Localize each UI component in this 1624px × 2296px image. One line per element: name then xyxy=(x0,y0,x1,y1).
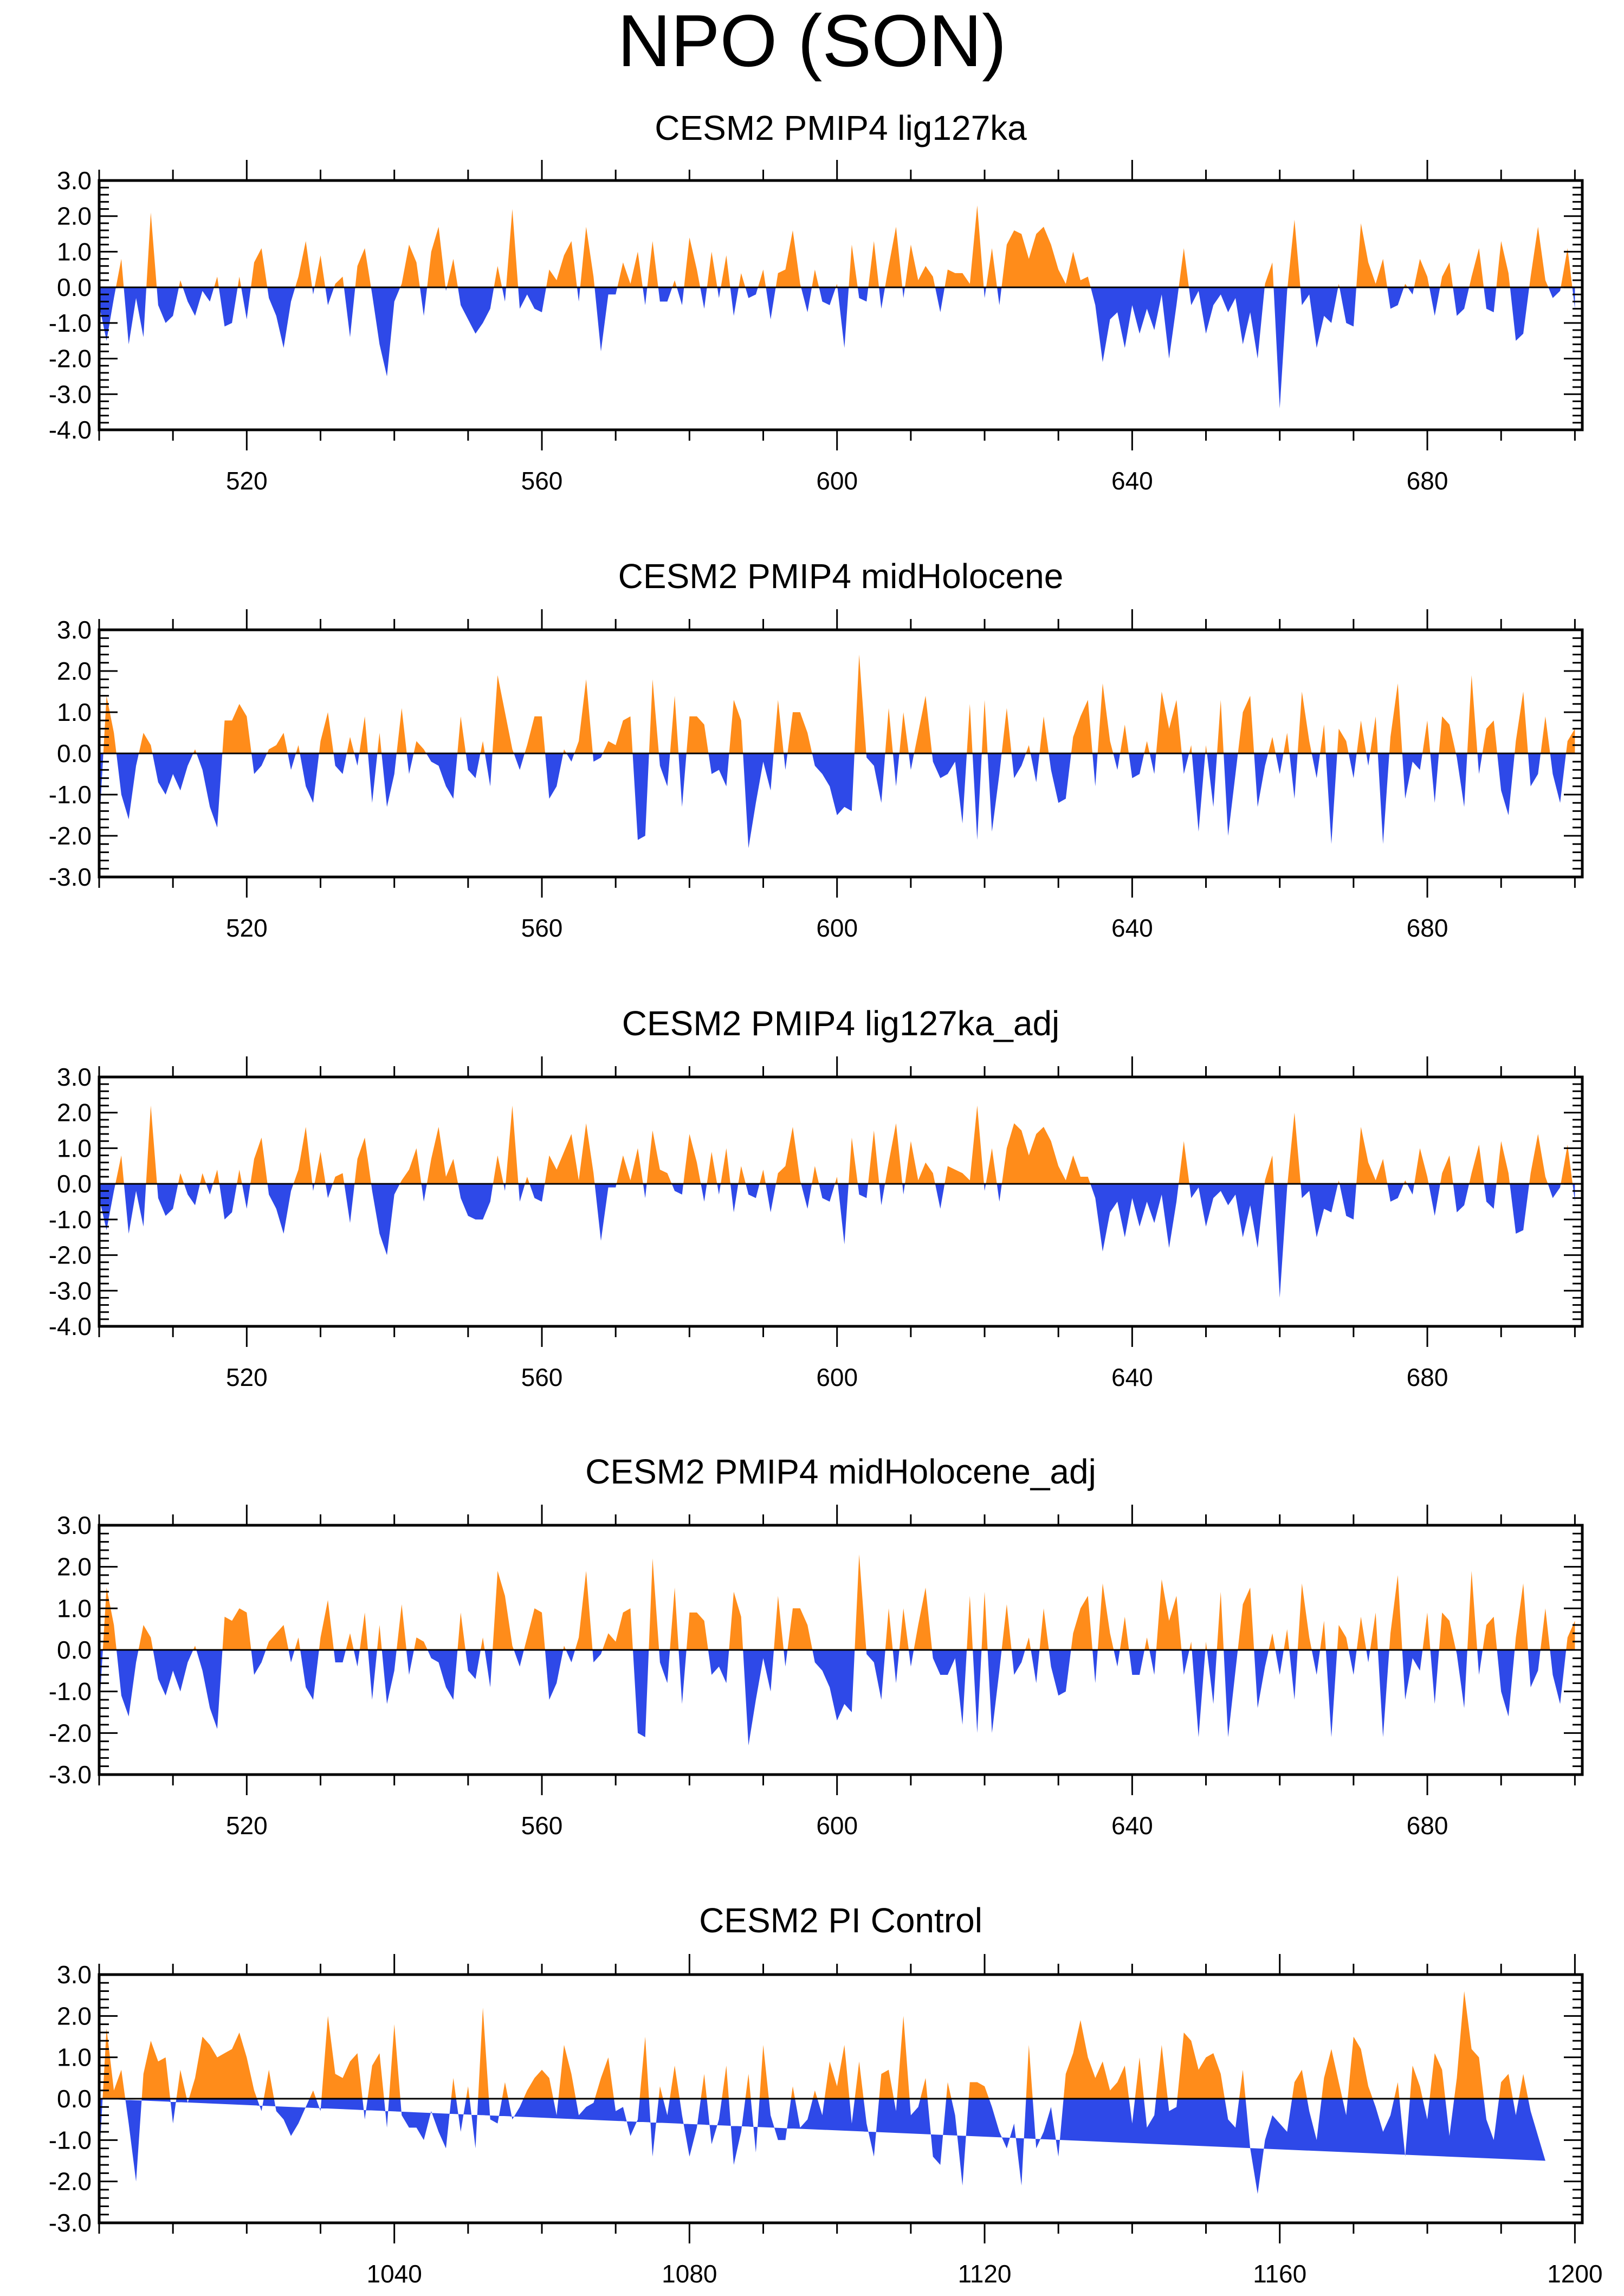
y-tick-label: 0.0 xyxy=(57,2085,92,2113)
chart-title: CESM2 PI Control xyxy=(699,1901,982,1940)
y-tick-label: 0.0 xyxy=(57,1636,92,1664)
y-tick-label: 3.0 xyxy=(57,616,92,644)
x-tick-label: 1120 xyxy=(958,2260,1012,2288)
chart-panel-5: CESM2 PI Control 3.0 2.0 1.0 0.0 -1.0 -2.0 -3.0… xyxy=(49,1901,1603,2288)
y-tick-label: 3.0 xyxy=(57,1511,92,1539)
x-tick-label: 600 xyxy=(816,1811,858,1840)
plot-frame xyxy=(98,1075,1584,1328)
x-tick-label: 520 xyxy=(226,1363,268,1391)
x-tick-label: 520 xyxy=(226,1811,268,1840)
chart-title: CESM2 PMIP4 lig127ka xyxy=(655,108,1027,147)
chart-panel-3: CESM2 PMIP4 lig127ka_adj 3.0 2.0 1.0 0.0 -1.0… xyxy=(49,1004,1584,1391)
x-tick-label: 680 xyxy=(1407,914,1448,942)
chart-title: CESM2 PMIP4 midHolocene_adj xyxy=(585,1452,1096,1491)
x-tick-label: 560 xyxy=(521,1363,563,1391)
y-tick-label: -4.0 xyxy=(49,1312,92,1340)
y-tick-label: -3.0 xyxy=(49,380,92,408)
y-tick-label: 2.0 xyxy=(57,2002,92,2030)
positive-area xyxy=(99,1991,1545,2099)
y-tick-label: -1.0 xyxy=(49,781,92,809)
x-tick-label: 520 xyxy=(226,467,268,495)
x-tick-label: 1200 xyxy=(1547,2260,1602,2288)
y-tick-label: -3.0 xyxy=(49,863,92,891)
negative-area xyxy=(99,753,1575,848)
y-tick-label: -4.0 xyxy=(49,416,92,444)
y-tick-label: 1.0 xyxy=(57,1134,92,1162)
x-tick-label: 680 xyxy=(1407,1363,1448,1391)
y-tick-label: -3.0 xyxy=(49,1276,92,1305)
plot-frame xyxy=(98,179,1584,431)
y-tick-label: 0.0 xyxy=(57,1170,92,1198)
positive-area xyxy=(99,205,1575,288)
y-tick-label: -2.0 xyxy=(49,822,92,850)
y-tick-label: -2.0 xyxy=(49,2168,92,2196)
x-tick-label: 560 xyxy=(521,467,563,495)
y-tick-label: -3.0 xyxy=(49,2209,92,2237)
y-tick-label: 1.0 xyxy=(57,698,92,726)
y-tick-label: 3.0 xyxy=(57,1063,92,1091)
y-tick-label: 0.0 xyxy=(57,273,92,301)
chart-title: CESM2 PMIP4 lig127ka_adj xyxy=(622,1004,1060,1043)
y-tick-label: 3.0 xyxy=(57,166,92,195)
x-tick-label: 1080 xyxy=(662,2260,717,2288)
x-tick-label: 560 xyxy=(521,914,563,942)
x-tick-label: 680 xyxy=(1407,467,1448,495)
negative-area xyxy=(99,287,1575,409)
positive-area xyxy=(99,654,1575,753)
page-title: NPO (SON) xyxy=(617,0,1007,82)
chart-panel-1: CESM2 PMIP4 lig127ka 3.0 2.0 1.0 0.0 -1.0 -2.0… xyxy=(49,108,1584,495)
y-tick-label: 3.0 xyxy=(57,1960,92,1989)
y-tick-label: -2.0 xyxy=(49,1719,92,1747)
x-tick-label: 560 xyxy=(521,1811,563,1840)
x-tick-label: 640 xyxy=(1111,1811,1153,1840)
x-tick-label: 1160 xyxy=(1253,2260,1306,2288)
y-tick-label: -3.0 xyxy=(49,1760,92,1789)
x-tick-label: 640 xyxy=(1111,914,1153,942)
x-tick-label: 600 xyxy=(816,914,858,942)
x-tick-label: 1040 xyxy=(367,2260,422,2288)
y-tick-label: -1.0 xyxy=(49,1205,92,1234)
chart-panel-4: CESM2 PMIP4 midHolocene_adj 3.0 2.0 1.0 0.0 -… xyxy=(49,1452,1584,1840)
y-tick-label: -1.0 xyxy=(49,1678,92,1706)
x-tick-label: 600 xyxy=(816,467,858,495)
y-tick-label: 0.0 xyxy=(57,739,92,768)
x-tick-label: 680 xyxy=(1407,1811,1448,1840)
x-tick-label: 600 xyxy=(816,1363,858,1391)
negative-area xyxy=(99,1650,1575,1746)
y-tick-label: -2.0 xyxy=(49,345,92,373)
positive-area xyxy=(99,1554,1575,1650)
y-tick-label: -1.0 xyxy=(49,2126,92,2154)
chart-title: CESM2 PMIP4 midHolocene xyxy=(618,557,1064,596)
x-tick-label: 520 xyxy=(226,914,268,942)
y-tick-label: 2.0 xyxy=(57,202,92,230)
y-tick-label: 1.0 xyxy=(57,2043,92,2072)
y-tick-label: 2.0 xyxy=(57,1553,92,1581)
chart-panel-2: CESM2 PMIP4 midHolocene 3.0 2.0 1.0 0.0 -1.0 -… xyxy=(49,557,1584,942)
y-tick-label: -2.0 xyxy=(49,1241,92,1269)
negative-area xyxy=(99,2099,1545,2194)
x-tick-label: 640 xyxy=(1111,467,1153,495)
positive-area xyxy=(99,1105,1575,1184)
y-tick-label: -1.0 xyxy=(49,309,92,337)
y-tick-label: 1.0 xyxy=(57,1594,92,1622)
y-tick-label: 2.0 xyxy=(57,657,92,685)
y-tick-label: 1.0 xyxy=(57,237,92,266)
y-tick-label: 2.0 xyxy=(57,1099,92,1127)
x-tick-label: 640 xyxy=(1111,1363,1153,1391)
negative-area xyxy=(99,1184,1575,1298)
